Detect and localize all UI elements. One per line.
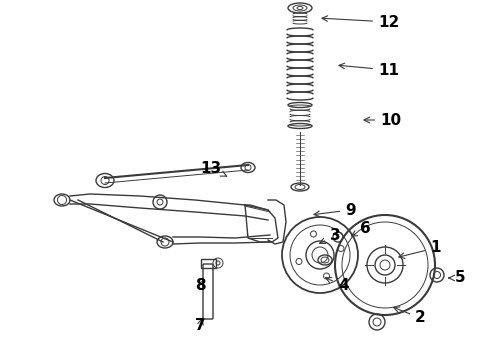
- Text: 8: 8: [195, 278, 206, 292]
- Text: 9: 9: [314, 202, 356, 217]
- Text: 3: 3: [319, 229, 341, 243]
- Text: 13: 13: [200, 161, 227, 176]
- Text: 11: 11: [339, 63, 399, 77]
- Text: 7: 7: [195, 318, 206, 333]
- Text: 10: 10: [364, 112, 401, 127]
- Text: 5: 5: [449, 270, 466, 285]
- Text: 1: 1: [399, 240, 441, 258]
- Text: 2: 2: [394, 307, 426, 325]
- Text: 4: 4: [326, 278, 348, 293]
- Text: 12: 12: [322, 14, 399, 30]
- Text: 6: 6: [351, 220, 371, 236]
